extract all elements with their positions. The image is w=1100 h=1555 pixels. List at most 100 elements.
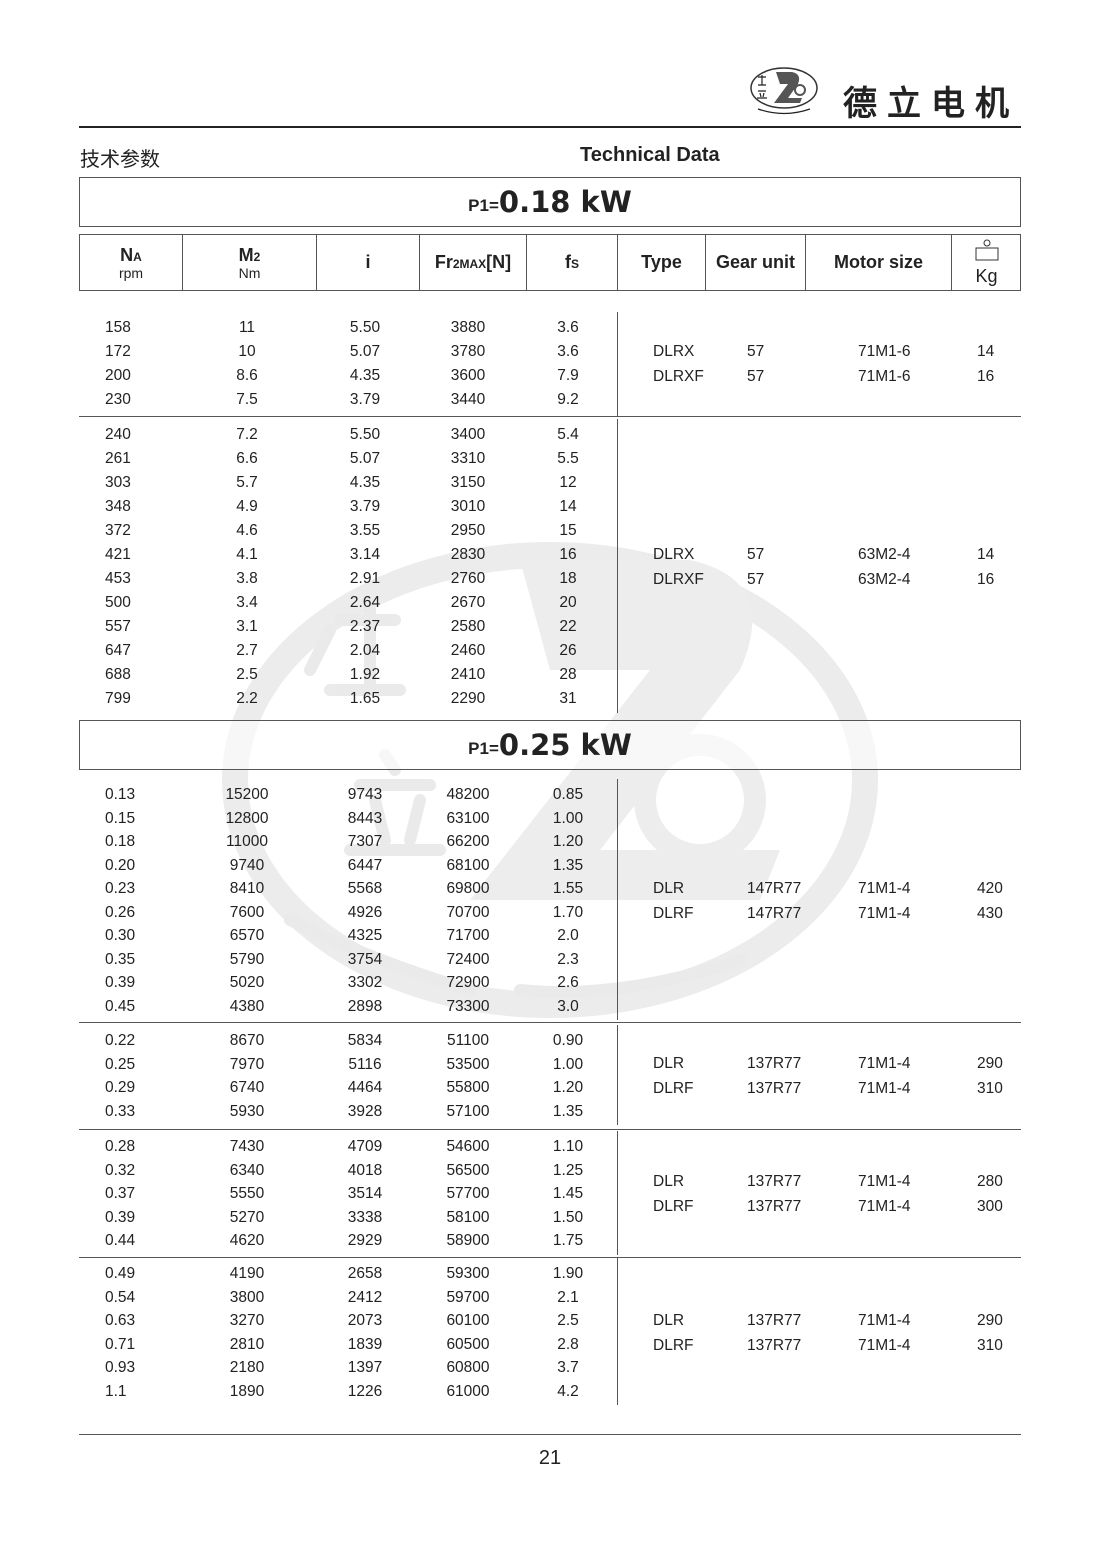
motor-size-cell: 71M1-4 [858,904,911,922]
radial-load-cell: 72900 [446,974,490,991]
variant-panel: DLR 137R77 71M1-4 280 DLRF 137R77 71M1-4 300 [617,1131,1003,1255]
radial-load-cell: 59300 [446,1265,490,1282]
table-row: 0.54 3800 2412 59700 2.1 [79,1286,617,1310]
service-factor-cell: 22 [559,618,577,635]
speed-cell: 557 [105,618,131,635]
torque-cell: 4190 [229,1265,265,1282]
radial-load-cell: 2830 [450,546,486,563]
variant-row: DLRF 137R77 71M1-4 310 [618,1333,1022,1358]
radial-load-cell: 59700 [446,1288,490,1306]
motor-size-cell: 63M2-4 [858,546,911,563]
speed-cell: 0.45 [105,997,136,1015]
radial-load-cell: 2290 [450,690,486,707]
weight-cell: 280 [977,1172,1003,1190]
speed-cell: 240 [105,426,131,443]
service-factor-cell: 5.5 [557,450,579,467]
radial-load-cell: 57100 [446,1102,490,1120]
service-factor-cell: 2.6 [557,974,579,991]
gear-unit-cell: 137R77 [747,1080,802,1097]
ratio-cell: 5.50 [349,319,381,336]
speed-cell: 647 [105,642,131,659]
variant-panel: DLR 137R77 71M1-4 290 DLRF 137R77 71M1-4 310 [617,1025,1003,1125]
service-factor-cell: 1.45 [552,1185,584,1202]
speed-cell: 0.39 [105,1208,136,1226]
data-group: 0.49 4190 2658 59300 1.90 0.54 3800 2412 59700 2.… [79,1258,1022,1405]
table-row: 0.28 7430 4709 54600 1.10 [79,1135,617,1159]
table-row: 0.35 5790 3754 72400 2.3 [79,948,617,972]
service-factor-cell: 3.0 [557,997,579,1015]
title-cn: 技术参数 [80,149,160,171]
speed-cell: 303 [105,474,131,491]
variant-row: DLR 137R77 71M1-4 280 [618,1169,1022,1194]
ratio-cell: 2073 [347,1312,383,1329]
torque-cell: 4380 [229,997,265,1015]
table-row: 0.22 8670 5834 51100 0.90 [79,1029,617,1053]
data-group: 240 7.2 5.50 3400 5.4 261 6.6 5.07 3310 5.5 303 5.7… [79,419,1021,713]
ratio-cell: 5.50 [349,426,381,443]
power-label: P1= [468,196,499,215]
service-factor-cell: 14 [559,498,577,515]
type-cell: DLRXF [653,571,704,588]
radial-load-cell: 3400 [450,426,486,443]
torque-cell: 6570 [229,927,265,944]
radial-load-cell: 58900 [446,1232,490,1249]
column-header-label: Gear unit [716,252,795,273]
column-header-row: NA rpm M2 Nm i Fr2MAX[N] fS Type Gear unit Motor … [79,234,1021,291]
radial-load-cell: 71700 [446,927,490,944]
torque-cell: 7430 [229,1138,265,1155]
data-group: 0.28 7430 4709 54600 1.10 0.32 6340 4018 56500 1.… [79,1131,1021,1258]
variant-row: DLRX 57 71M1-6 14 [618,339,1022,364]
ratio-cell: 3338 [347,1208,383,1226]
label: Kg [975,265,998,286]
torque-cell: 6340 [229,1161,265,1179]
service-factor-cell: 1.70 [552,903,584,921]
type-cell: DLRF [653,1336,694,1354]
table-row: 0.23 8410 5568 69800 1.55 [79,877,617,901]
table-row: 0.13 15200 9743 48200 0.85 [79,783,617,807]
table-row: 158 11 5.50 3880 3.6 [79,316,617,340]
variant-row: DLR 137R77 71M1-4 290 [618,1308,1022,1333]
torque-cell: 3270 [229,1312,265,1329]
weight-cell: 290 [977,1311,1003,1329]
radial-load-cell: 3780 [450,343,486,360]
power-value: 0.25 kW [498,728,632,762]
ratio-cell: 6447 [347,856,383,874]
table-row: 0.30 6570 4325 71700 2.0 [79,924,617,948]
radial-load-cell: 58100 [446,1208,490,1226]
speed-cell: 0.39 [105,974,136,991]
gear-unit-cell: 137R77 [747,1055,802,1072]
weight-cell: 290 [977,1055,1003,1072]
weight-cell: 430 [977,904,1003,922]
brand-name: 德立电机 [843,84,1019,124]
weight-cell: 310 [977,1336,1003,1354]
service-factor-cell: 2.5 [557,1312,579,1329]
table-row: 0.39 5270 3338 58100 1.50 [79,1206,617,1230]
ratio-cell: 5116 [348,1055,382,1073]
radial-load-cell: 68100 [446,856,490,874]
type-cell: DLRF [653,1080,694,1097]
ratio-cell: 5834 [347,1032,383,1049]
speed-cell: 0.44 [105,1232,136,1249]
gear-unit-cell: 137R77 [747,1336,802,1354]
radial-load-cell: 63100 [446,809,490,827]
variant-row: DLR 137R77 71M1-4 290 [618,1051,1022,1076]
speed-cell: 348 [105,498,131,515]
suffix: [N] [486,252,512,272]
type-cell: DLR [653,1055,685,1072]
variant-row: DLRF 137R77 71M1-4 300 [618,1194,1022,1219]
ratio-cell: 3.79 [349,498,381,515]
service-factor-cell: 1.35 [552,856,584,874]
torque-cell: 12800 [225,809,269,827]
power-header: P1= 0.18 kW [79,177,1021,227]
torque-cell: 5270 [229,1208,265,1226]
label: N [120,244,134,265]
radial-load-cell: 55800 [446,1079,490,1096]
sub-label: A [133,249,142,264]
torque-cell: 8670 [229,1032,265,1049]
torque-cell: 4.1 [236,546,258,563]
torque-cell: 8410 [229,880,265,897]
service-factor-cell: 3.6 [557,343,579,360]
gear-unit-cell: 57 [747,368,765,385]
table-row: 421 4.1 3.14 2830 16 [79,543,617,567]
torque-cell: 7970 [229,1055,265,1073]
